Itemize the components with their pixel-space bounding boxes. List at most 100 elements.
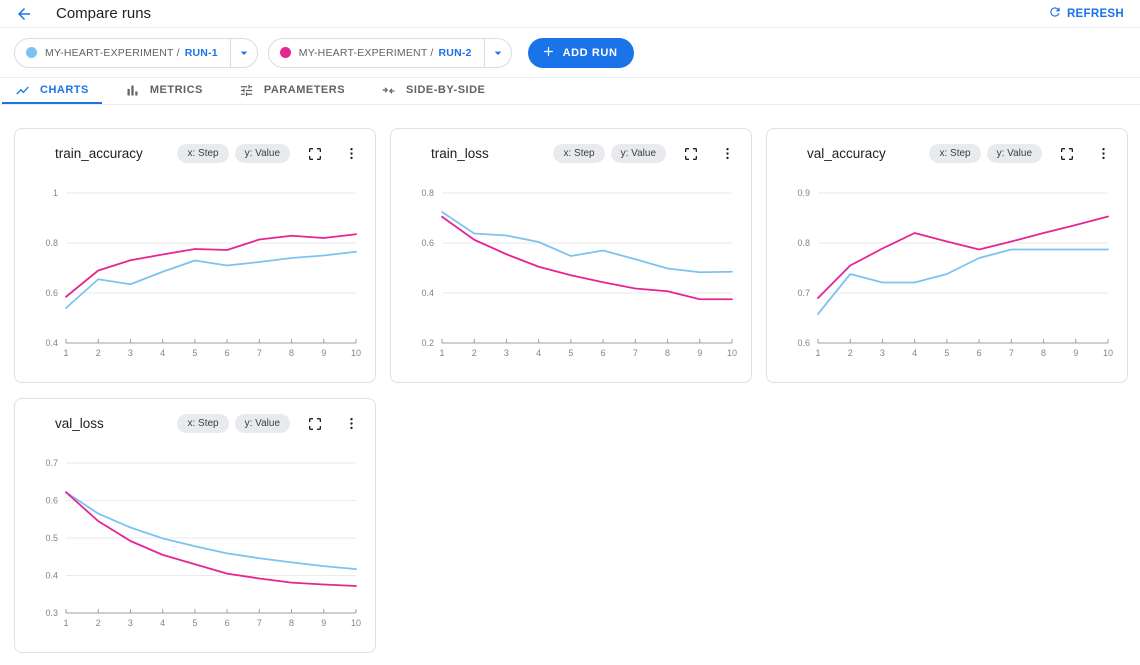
svg-text:7: 7 (633, 348, 638, 358)
chart-title: val_accuracy (807, 146, 886, 161)
experiment-name: MY-HEART-EXPERIMENT / (45, 46, 180, 59)
line-chart: 0.6 0.7 0.8 0.9 1 2 3 4 5 6 7 8 9 10 (797, 188, 1113, 358)
svg-text:0.6: 0.6 (45, 288, 58, 298)
y-axis-chip: y: Value (610, 144, 666, 163)
side-by-side-icon (381, 83, 396, 98)
svg-text:8: 8 (289, 618, 294, 628)
svg-text:4: 4 (912, 348, 917, 358)
svg-text:6: 6 (977, 348, 982, 358)
svg-text:9: 9 (321, 618, 326, 628)
svg-text:3: 3 (128, 348, 133, 358)
svg-text:5: 5 (192, 618, 197, 628)
top-bar: Compare runs REFRESH (0, 0, 1140, 28)
svg-text:5: 5 (568, 348, 573, 358)
line-chart-icon (15, 83, 30, 98)
run-name: RUN-2 (438, 46, 472, 59)
svg-text:7: 7 (257, 618, 262, 628)
svg-text:6: 6 (601, 348, 606, 358)
tab-label: METRICS (149, 84, 203, 96)
chart-title: train_accuracy (55, 146, 143, 161)
more-options-icon[interactable] (344, 146, 359, 161)
tab-parameters[interactable]: PARAMETERS (226, 78, 358, 104)
svg-text:6: 6 (225, 618, 230, 628)
back-arrow-icon[interactable] (14, 4, 34, 24)
svg-text:5: 5 (944, 348, 949, 358)
svg-text:0.4: 0.4 (45, 338, 58, 348)
svg-text:3: 3 (504, 348, 509, 358)
more-options-icon[interactable] (720, 146, 735, 161)
svg-text:1: 1 (63, 618, 68, 628)
svg-text:1: 1 (439, 348, 444, 358)
tab-side-by-side[interactable]: SIDE-BY-SIDE (368, 78, 498, 104)
refresh-button[interactable]: REFRESH (1042, 1, 1130, 26)
chart-card-train_accuracy: train_accuracy x: Step y: Value 0.4 0.6 0.… (14, 128, 376, 383)
svg-text:2: 2 (472, 348, 477, 358)
charts-grid: train_accuracy x: Step y: Value 0.4 0.6 0.… (0, 105, 1140, 653)
svg-text:0.4: 0.4 (45, 571, 58, 581)
fullscreen-icon[interactable] (307, 146, 323, 162)
svg-text:2: 2 (96, 348, 101, 358)
page-title: Compare runs (56, 5, 152, 22)
run-name: RUN-1 (184, 46, 218, 59)
svg-text:10: 10 (1103, 348, 1113, 358)
svg-text:0.8: 0.8 (45, 238, 58, 248)
bar-chart-icon (125, 83, 140, 98)
line-chart: 0.4 0.6 0.8 1 1 2 3 4 5 6 7 8 9 10 (45, 188, 361, 358)
svg-text:0.9: 0.9 (797, 188, 810, 198)
svg-text:9: 9 (697, 348, 702, 358)
run-selector-chip-run-1[interactable]: MY-HEART-EXPERIMENT / RUN-1 (14, 37, 258, 68)
chevron-down-icon[interactable] (483, 38, 511, 67)
more-options-icon[interactable] (344, 416, 359, 431)
fullscreen-icon[interactable] (1059, 146, 1075, 162)
svg-text:10: 10 (351, 348, 361, 358)
tune-icon (239, 83, 254, 98)
add-run-label: ADD RUN (562, 46, 618, 59)
svg-text:0.7: 0.7 (45, 458, 58, 468)
add-run-button[interactable]: ADD RUN (527, 37, 634, 68)
tab-label: CHARTS (40, 84, 89, 96)
fullscreen-icon[interactable] (683, 146, 699, 162)
run-selector-bar: MY-HEART-EXPERIMENT / RUN-1 MY-HEART-EXP… (0, 28, 1140, 78)
plus-icon (541, 44, 556, 62)
more-options-icon[interactable] (1096, 146, 1111, 161)
svg-text:9: 9 (321, 348, 326, 358)
svg-text:0.8: 0.8 (421, 188, 434, 198)
chart-card-val_loss: val_loss x: Step y: Value 0.3 0.4 0.5 0.6 0.… (14, 398, 376, 653)
svg-text:1: 1 (53, 188, 58, 198)
tab-metrics[interactable]: METRICS (112, 78, 216, 104)
svg-text:0.3: 0.3 (45, 608, 58, 618)
fullscreen-icon[interactable] (307, 416, 323, 432)
y-axis-chip: y: Value (234, 144, 290, 163)
svg-text:2: 2 (848, 348, 853, 358)
chart-card-val_accuracy: val_accuracy x: Step y: Value 0.6 0.7 0.8 0… (766, 128, 1128, 383)
svg-text:0.7: 0.7 (797, 288, 810, 298)
refresh-icon (1048, 5, 1062, 22)
chevron-down-icon[interactable] (229, 38, 257, 67)
chart-title: val_loss (55, 416, 104, 431)
tab-charts[interactable]: CHARTS (2, 78, 102, 104)
svg-text:3: 3 (880, 348, 885, 358)
svg-text:3: 3 (128, 618, 133, 628)
run-selector-chip-run-2[interactable]: MY-HEART-EXPERIMENT / RUN-2 (267, 37, 512, 68)
x-axis-chip: x: Step (929, 144, 981, 163)
svg-text:0.8: 0.8 (797, 238, 810, 248)
tab-label: SIDE-BY-SIDE (406, 84, 486, 96)
svg-text:7: 7 (1009, 348, 1014, 358)
x-axis-chip: x: Step (553, 144, 605, 163)
chart-card-train_loss: train_loss x: Step y: Value 0.2 0.4 0.6 0.8… (390, 128, 752, 383)
svg-text:8: 8 (665, 348, 670, 358)
svg-text:7: 7 (257, 348, 262, 358)
svg-text:6: 6 (225, 348, 230, 358)
y-axis-chip: y: Value (234, 414, 290, 433)
svg-text:8: 8 (289, 348, 294, 358)
experiment-name: MY-HEART-EXPERIMENT / (298, 46, 434, 59)
line-chart: 0.3 0.4 0.5 0.6 0.7 1 2 3 4 5 6 7 8 9 10 (45, 458, 361, 628)
svg-text:0.6: 0.6 (45, 496, 58, 506)
tab-label: PARAMETERS (263, 84, 346, 96)
svg-text:1: 1 (815, 348, 820, 358)
svg-text:0.2: 0.2 (421, 338, 434, 348)
line-chart: 0.2 0.4 0.6 0.8 1 2 3 4 5 6 7 8 9 10 (421, 188, 737, 358)
svg-text:4: 4 (536, 348, 541, 358)
svg-text:0.5: 0.5 (45, 533, 58, 543)
refresh-label: REFRESH (1066, 7, 1124, 20)
